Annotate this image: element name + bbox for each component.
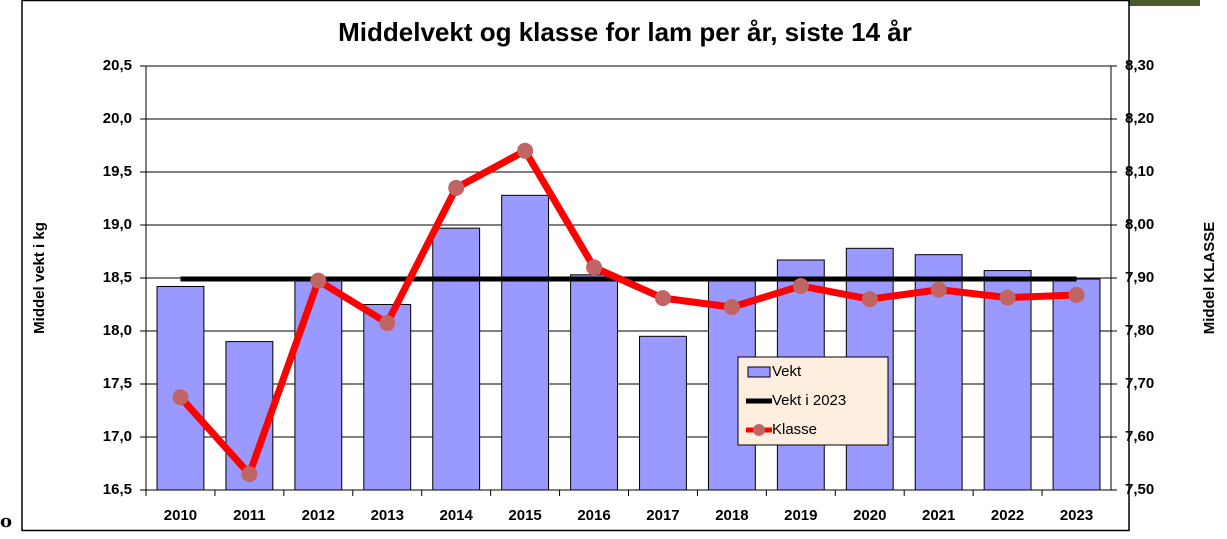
- legend-label: Klasse: [772, 421, 817, 438]
- marker: [310, 272, 327, 289]
- x-tick-label: 2023: [1060, 507, 1093, 524]
- y2-tick-label: 7,50: [1125, 481, 1154, 498]
- x-tick-label: 2019: [784, 507, 817, 524]
- stray-text: o: [0, 511, 12, 532]
- x-tick-label: 2022: [991, 507, 1024, 524]
- y-tick-label: 20,5: [103, 57, 132, 74]
- marker: [517, 142, 534, 159]
- bar: [639, 335, 687, 491]
- x-tick-label: 2014: [439, 507, 473, 524]
- x-tick-label: 2012: [302, 507, 335, 524]
- bar: [501, 194, 550, 491]
- y2-axis-label: Middel KLASSE: [1201, 222, 1218, 335]
- marker: [654, 290, 671, 307]
- x-tick-label: 2013: [371, 507, 404, 524]
- x-tick-label: 2015: [508, 507, 541, 524]
- legend-label: Vekt i 2023: [772, 392, 846, 409]
- y-axis-label: Middel vekt i kg: [31, 222, 48, 334]
- y-tick-label: 19,0: [103, 216, 132, 233]
- y-tick-label: 18,5: [103, 269, 132, 286]
- bar: [294, 277, 343, 491]
- bar: [156, 285, 205, 491]
- bar: [363, 304, 412, 491]
- x-tick-label: 2017: [646, 507, 679, 524]
- y-tick-label: 19,5: [103, 163, 132, 180]
- y2-tick-label: 7,80: [1125, 322, 1154, 339]
- y2-tick-label: 8,20: [1125, 110, 1154, 127]
- marker: [241, 466, 258, 483]
- y2-tick-label: 7,60: [1125, 428, 1154, 445]
- x-tick-label: 2011: [233, 507, 266, 524]
- marker: [792, 277, 809, 294]
- x-tick-label: 2010: [164, 507, 197, 524]
- y2-tick-label: 8,10: [1125, 163, 1154, 180]
- line: [177, 147, 1077, 478]
- y2-tick-label: 7,90: [1125, 269, 1154, 286]
- bar: [432, 227, 481, 491]
- x-tick-label: 2020: [853, 507, 886, 524]
- y-tick-label: 18,0: [103, 322, 132, 339]
- y-tick-label: 17,5: [103, 375, 132, 392]
- y-tick-label: 16,5: [103, 481, 132, 498]
- legend-symbol: [747, 366, 771, 378]
- marker: [586, 259, 603, 276]
- y2-tick-label: 8,00: [1125, 216, 1154, 233]
- marker: [999, 289, 1016, 306]
- marker: [172, 389, 189, 406]
- marker: [861, 291, 878, 308]
- chart-title: Middelvekt og klasse for lam per år, sis…: [338, 17, 912, 47]
- x-tick-label: 2018: [715, 507, 748, 524]
- marker: [379, 315, 396, 332]
- x-tick-label: 2021: [922, 507, 955, 524]
- marker: [1068, 286, 1085, 303]
- legend-label: Vekt: [772, 363, 802, 380]
- bar: [570, 274, 618, 491]
- bar: [983, 270, 1032, 491]
- y-tick-label: 17,0: [103, 428, 132, 445]
- marker: [930, 281, 947, 298]
- y2-tick-label: 7,70: [1125, 375, 1154, 392]
- x-tick-label: 2016: [577, 507, 610, 524]
- y-tick-label: 20,0: [103, 110, 132, 127]
- marker: [723, 299, 740, 316]
- bar: [1052, 278, 1101, 491]
- legend-marker: [753, 424, 765, 436]
- marker: [448, 179, 465, 196]
- y2-tick-label: 8,30: [1125, 57, 1154, 74]
